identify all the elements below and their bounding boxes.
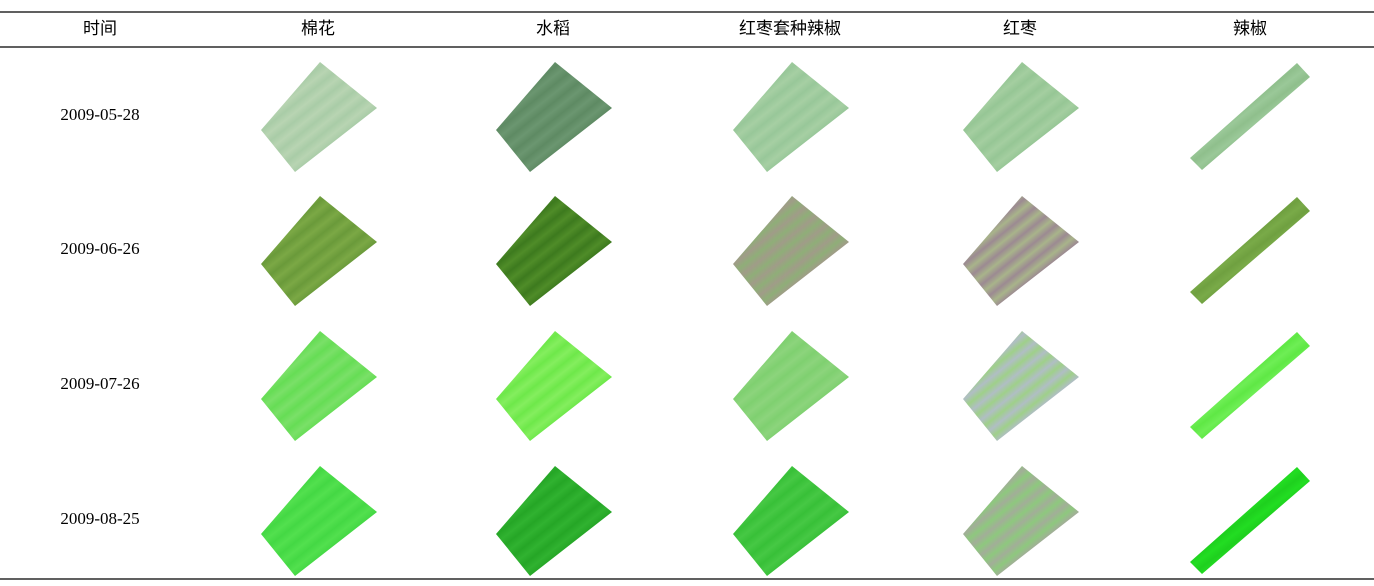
- column-header: 辣椒: [1233, 19, 1267, 38]
- parcel-image: [261, 62, 377, 172]
- parcel-image: [261, 196, 377, 306]
- parcel-image: [261, 466, 377, 576]
- column-header: 棉花: [301, 19, 335, 38]
- row-date: 2009-06-26: [60, 239, 139, 258]
- parcel-image: [733, 196, 849, 306]
- row-date: 2009-05-28: [60, 105, 139, 124]
- row-date: 2009-08-25: [60, 509, 139, 528]
- row-date: 2009-07-26: [60, 374, 139, 393]
- column-header: 红枣套种辣椒: [739, 19, 841, 38]
- parcel-image: [963, 62, 1079, 172]
- parcel-image: [963, 196, 1079, 306]
- column-header: 水稻: [536, 19, 570, 38]
- parcel-image: [733, 466, 849, 576]
- parcel-image: [1190, 63, 1310, 170]
- parcel-image: [261, 331, 377, 441]
- parcel-image: [496, 331, 612, 441]
- parcel-image: [496, 62, 612, 172]
- parcel-image: [733, 62, 849, 172]
- parcel-image: [733, 331, 849, 441]
- parcel-image: [963, 466, 1079, 576]
- parcel-image: [1190, 467, 1310, 574]
- column-header: 时间: [83, 19, 117, 38]
- parcel-image: [496, 466, 612, 576]
- column-header: 红枣: [1003, 19, 1037, 38]
- parcel-image: [963, 331, 1079, 441]
- parcel-image: [1190, 197, 1310, 304]
- parcel-image: [1190, 332, 1310, 439]
- parcel-image: [496, 196, 612, 306]
